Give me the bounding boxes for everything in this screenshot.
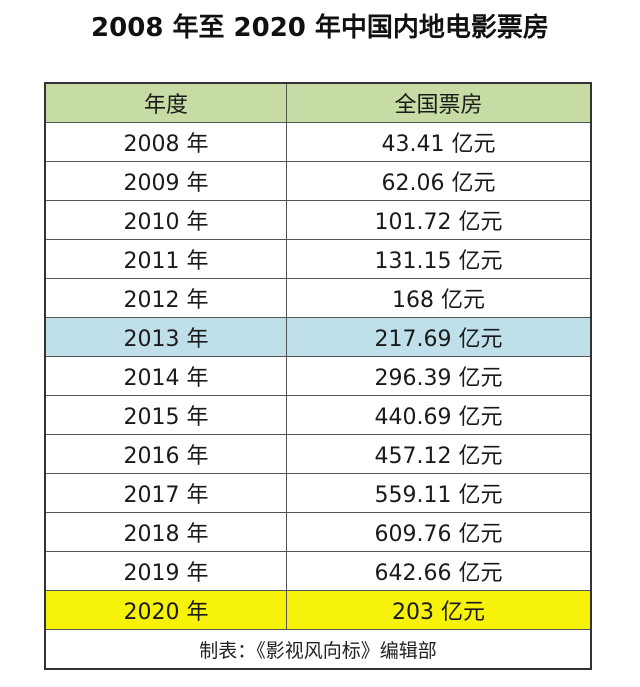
table-footer-credit: 制表：《影视风向标》编辑部 — [199, 639, 437, 662]
year-cell: 2020 年 — [46, 591, 287, 629]
box-office-cell: 203 亿元 — [392, 600, 485, 625]
table-row: 2019 年 642.66 亿元 — [46, 552, 590, 591]
year-cell: 2014 年 — [46, 357, 287, 395]
year-cell: 2017 年 — [46, 474, 287, 512]
box-office-cell: 642.66 亿元 — [374, 561, 503, 586]
year-cell: 2009 年 — [46, 162, 287, 200]
year-cell: 2019 年 — [46, 552, 287, 590]
year-cell: 2016 年 — [46, 435, 287, 473]
year-cell: 2015 年 — [46, 396, 287, 434]
box-office-cell: 168 亿元 — [392, 288, 485, 313]
year-cell: 2011 年 — [46, 240, 287, 278]
table-row: 2018 年 609.76 亿元 — [46, 513, 590, 552]
table-row: 2017 年 559.11 亿元 — [46, 474, 590, 513]
table-row: 2014 年 296.39 亿元 — [46, 357, 590, 396]
table-row-highlighted: 2020 年 203 亿元 — [46, 591, 590, 630]
box-office-cell: 559.11 亿元 — [374, 483, 503, 508]
table-row: 2016 年 457.12 亿元 — [46, 435, 590, 474]
table-row: 2012 年 168 亿元 — [46, 279, 590, 318]
box-office-table: 年度 全国票房 2008 年 43.41 亿元 2009 年 62.06 亿元 … — [44, 82, 592, 670]
box-office-cell: 43.41 亿元 — [381, 132, 496, 157]
header-year: 年度 — [46, 84, 287, 122]
box-office-cell: 296.39 亿元 — [374, 366, 503, 391]
page-title: 2008 年至 2020 年中国内地电影票房 — [91, 13, 549, 43]
box-office-cell: 101.72 亿元 — [374, 210, 503, 235]
box-office-cell: 217.69 亿元 — [374, 327, 503, 352]
header-box-office: 全国票房 — [394, 93, 483, 118]
table-row: 2010 年 101.72 亿元 — [46, 201, 590, 240]
box-office-cell: 440.69 亿元 — [374, 405, 503, 430]
year-cell: 2013 年 — [46, 318, 287, 356]
table-row: 2011 年 131.15 亿元 — [46, 240, 590, 279]
box-office-cell: 62.06 亿元 — [381, 171, 496, 196]
table-row: 2015 年 440.69 亿元 — [46, 396, 590, 435]
year-cell: 2010 年 — [46, 201, 287, 239]
year-cell: 2018 年 — [46, 513, 287, 551]
year-cell: 2008 年 — [46, 123, 287, 161]
table-row: 2009 年 62.06 亿元 — [46, 162, 590, 201]
table-header-row: 年度 全国票房 — [46, 84, 590, 123]
table-row: 2008 年 43.41 亿元 — [46, 123, 590, 162]
box-office-cell: 457.12 亿元 — [374, 444, 503, 469]
box-office-cell: 131.15 亿元 — [374, 249, 503, 274]
box-office-cell: 609.76 亿元 — [374, 522, 503, 547]
table-row-highlighted: 2013 年 217.69 亿元 — [46, 318, 590, 357]
year-cell: 2012 年 — [46, 279, 287, 317]
